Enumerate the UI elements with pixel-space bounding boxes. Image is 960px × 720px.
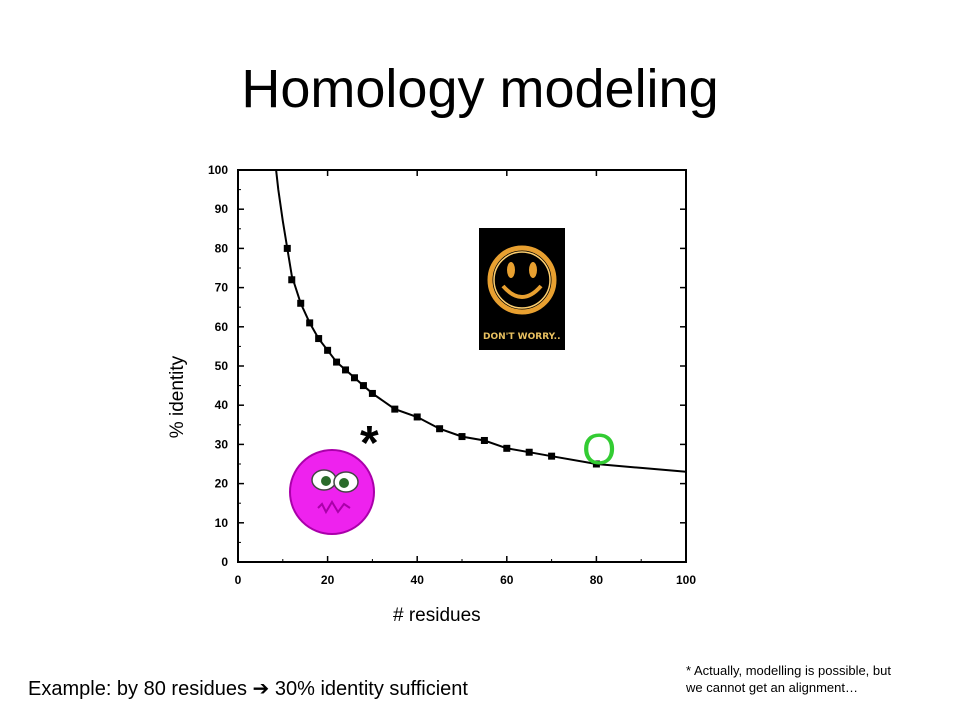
y-axis-label: % identity: [167, 355, 188, 439]
data-point: [413, 413, 421, 421]
footnote-line-1: * Actually, modelling is possible, but: [686, 663, 891, 678]
worried-face-icon: [288, 448, 378, 543]
x-tick-label: 80: [590, 573, 604, 587]
y-tick-label: 100: [208, 163, 228, 177]
x-tick-label: 20: [321, 573, 335, 587]
data-point: [525, 448, 533, 456]
threshold-curve: [275, 169, 687, 473]
data-point: [283, 244, 291, 252]
chart-curve: [275, 169, 687, 473]
example-caption: Example: by 80 residues ➔ 30% identity s…: [28, 678, 468, 700]
y-tick-label: 70: [215, 281, 229, 295]
footnote: * Actually, modelling is possible, but w…: [686, 662, 956, 696]
poster-caption: DON'T WORRY..: [483, 332, 561, 342]
data-point: [350, 374, 358, 382]
data-point: [324, 346, 332, 354]
data-point: [315, 335, 323, 343]
data-point: [342, 366, 350, 374]
chart-axes: 0 10 20 30 40 50 60 70 80 90 100 0 20 40 60 80 100: [208, 163, 696, 587]
data-point: [359, 382, 367, 390]
data-point: [480, 436, 488, 444]
data-point: [306, 319, 314, 327]
data-point: [391, 405, 399, 413]
dont-worry-poster: DON'T WORRY..: [479, 228, 565, 350]
y-tick-label: 10: [215, 516, 229, 530]
data-point: [333, 358, 341, 366]
y-tick-label: 30: [215, 437, 229, 451]
y-tick-label: 80: [215, 241, 229, 255]
star-mark: *: [360, 417, 379, 470]
data-point: [436, 425, 444, 433]
y-tick-label: 60: [215, 320, 229, 334]
x-axis-label: # residues: [393, 605, 481, 626]
data-point: [458, 433, 466, 441]
y-tick-label: 40: [215, 398, 229, 412]
page-title: Homology modeling: [241, 59, 719, 119]
data-point: [368, 389, 376, 397]
smiley-icon: [487, 245, 557, 315]
circle-mark: O: [582, 425, 617, 474]
data-point: [503, 444, 511, 452]
chart-points: [283, 244, 600, 468]
footnote-line-2: we cannot get an alignment…: [686, 680, 858, 695]
y-tick-label: 50: [215, 359, 229, 373]
y-tick-label: 20: [215, 477, 229, 491]
data-point: [288, 276, 296, 284]
x-tick-label: 60: [500, 573, 514, 587]
data-point: [592, 460, 600, 468]
y-tick-label: 90: [215, 202, 229, 216]
data-point: [548, 452, 556, 460]
x-tick-label: 0: [235, 573, 242, 587]
y-tick-label: 0: [221, 555, 228, 569]
data-point: [297, 299, 305, 307]
x-tick-label: 100: [676, 573, 696, 587]
x-tick-label: 40: [411, 573, 425, 587]
